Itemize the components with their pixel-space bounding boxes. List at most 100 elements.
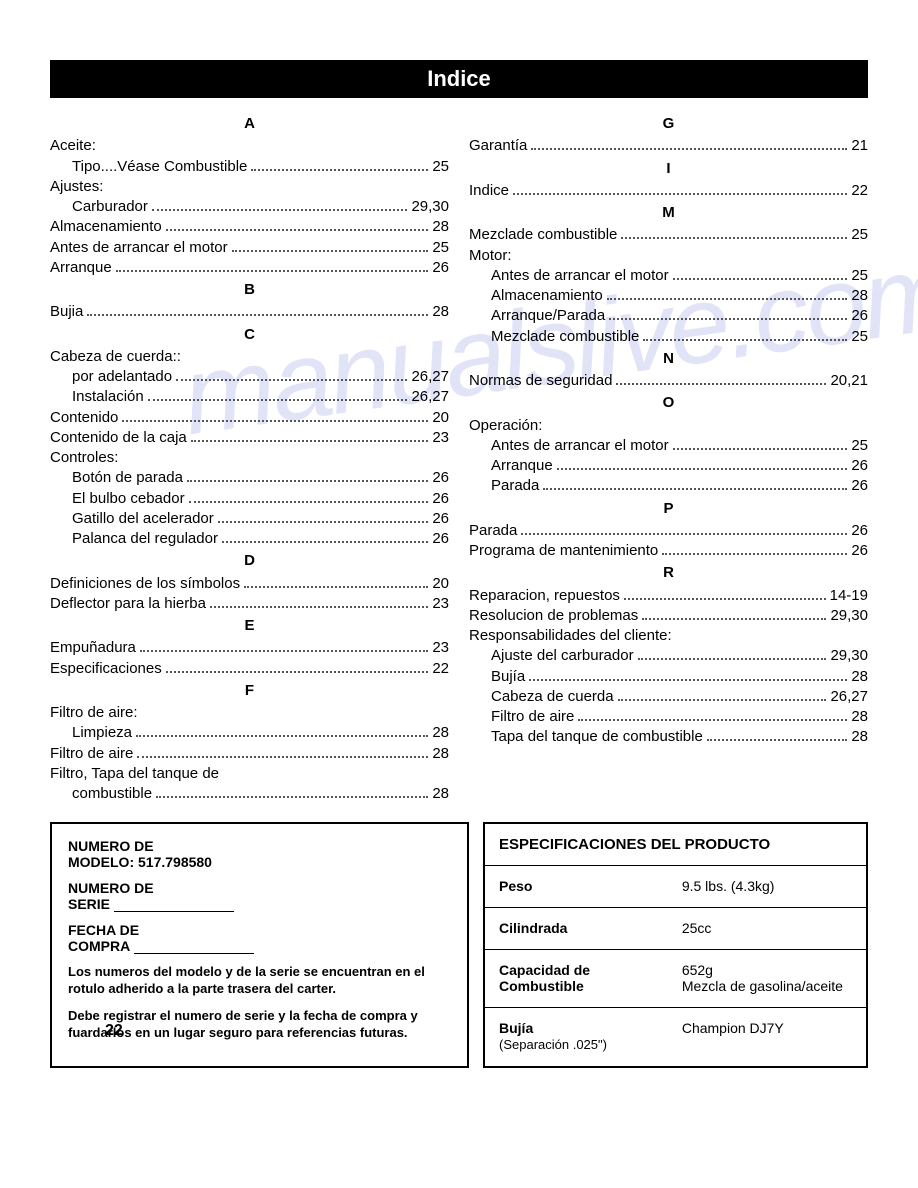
index-leader-dots: [148, 388, 408, 402]
index-leader-dots: [116, 258, 429, 272]
index-entry: Antes de arrancar el motor 25: [469, 436, 868, 456]
index-group-heading: Ajustes:: [50, 177, 449, 197]
index-group-heading: Responsabilidades del cliente:: [469, 626, 868, 646]
index-entry-label: por adelantado: [72, 367, 172, 387]
index-letter-heading: P: [469, 499, 868, 519]
index-leader-dots: [191, 428, 429, 442]
index-letter-heading: G: [469, 114, 868, 134]
index-entry: Almacenamiento28: [469, 286, 868, 306]
index-entry: Deflector para la hierba23: [50, 594, 449, 614]
index-entry: Arranque26: [469, 456, 868, 476]
index-leader-dots: [616, 372, 826, 386]
index-entry-label: Almacenamiento: [491, 286, 603, 306]
index-group-heading: Cabeza de cuerda::: [50, 347, 449, 367]
index-entry-label: Mezclade combustible: [491, 327, 639, 347]
index-entry-label: Arranque/Parada: [491, 306, 605, 326]
index-entry: por adelantado26,27: [50, 367, 449, 387]
index-entry: Normas de seguridad20,21: [469, 371, 868, 391]
index-leader-dots: [578, 708, 847, 722]
model-label-1: NUMERO DE: [68, 838, 154, 854]
index-leader-dots: [662, 542, 847, 556]
index-entry: Cabeza de cuerda 26,27: [469, 687, 868, 707]
index-entry: Antes de arrancar el motor 25: [50, 238, 449, 258]
index-entry-page: 26,27: [411, 387, 449, 407]
index-leader-dots: [624, 586, 826, 600]
index-entry: Resolucion de problemas29,30: [469, 606, 868, 626]
index-entry-page: 25: [851, 436, 868, 456]
index-leader-dots: [531, 137, 847, 151]
index-leader-dots: [232, 238, 429, 252]
index-entry-label: Indice: [469, 181, 509, 201]
index-entry-label: Antes de arrancar el motor: [491, 436, 669, 456]
serial-label-2: SERIE: [68, 896, 110, 912]
index-leader-dots: [137, 744, 428, 758]
index-leader-dots: [166, 659, 429, 673]
index-entry-page: 22: [432, 659, 449, 679]
index-entry: Definiciones de los símbolos20: [50, 574, 449, 594]
index-entry: Garantía21: [469, 136, 868, 156]
index-entry-label: Parada: [491, 476, 539, 496]
index-entry-label: Tapa del tanque de combustible: [491, 727, 703, 747]
serial-label-1: NUMERO DE: [68, 880, 154, 896]
spec-row-label: Peso: [484, 866, 668, 908]
index-letter-heading: F: [50, 681, 449, 701]
index-entry: Programa de mantenimiento26: [469, 541, 868, 561]
index-entry-page: 26: [851, 521, 868, 541]
index-entry-page: 26: [432, 468, 449, 488]
index-letter-heading: C: [50, 325, 449, 345]
index-leader-dots: [521, 521, 847, 535]
index-entry-page: 26: [432, 489, 449, 509]
index-entry-label: Bujía: [491, 667, 525, 687]
index-entry-page: 29,30: [411, 197, 449, 217]
index-leader-dots: [222, 530, 428, 544]
index-group-heading: Motor:: [469, 246, 868, 266]
index-leader-dots: [529, 667, 847, 681]
serial-fill-line: [114, 898, 234, 912]
spec-row-value: 9.5 lbs. (4.3kg): [668, 866, 867, 908]
spec-row: Bujía(Separación .025")Champion DJ7Y: [484, 1008, 867, 1067]
index-entry-label: Resolucion de problemas: [469, 606, 638, 626]
index-entry-label: Arranque: [50, 258, 112, 278]
index-entry-page: 29,30: [830, 646, 868, 666]
index-leader-dots: [156, 785, 428, 799]
index-entry-label: Filtro de aire: [50, 744, 133, 764]
index-entry-page: 26,27: [830, 687, 868, 707]
index-entry-label: Antes de arrancar el motor: [50, 238, 228, 258]
index-leader-dots: [513, 181, 847, 195]
index-letter-heading: O: [469, 393, 868, 413]
date-fill-line: [134, 940, 254, 954]
index-entry-label: Gatillo del acelerador: [72, 509, 214, 529]
index-letter-heading: E: [50, 616, 449, 636]
index-entry-label: Limpieza: [72, 723, 132, 743]
index-leader-dots: [673, 436, 848, 450]
index-entry: El bulbo cebador26: [50, 489, 449, 509]
index-leader-dots: [210, 594, 428, 608]
index-entry-page: 20: [432, 408, 449, 428]
index-entry-page: 28: [432, 723, 449, 743]
index-leader-dots: [122, 408, 428, 422]
index-entry-label: Antes de arrancar el motor: [491, 266, 669, 286]
index-leader-dots: [621, 226, 847, 240]
index-entry-label: Contenido: [50, 408, 118, 428]
index-entry-page: 25: [432, 238, 449, 258]
index-entry: Arranque26: [50, 258, 449, 278]
index-leader-dots: [87, 303, 428, 317]
index-entry-label: Empuñadura: [50, 638, 136, 658]
index-entry-page: 28: [432, 302, 449, 322]
spec-row-label: Capacidad de Combustible: [484, 950, 668, 1008]
index-entry-page: 14-19: [830, 586, 868, 606]
index-entry-page: 28: [851, 667, 868, 687]
index-entry-page: 26: [851, 456, 868, 476]
index-entry: Mezclade combustible 25: [469, 327, 868, 347]
date-label-1: FECHA DE: [68, 922, 139, 938]
spec-table-heading: ESPECIFICACIONES DEL PRODUCTO: [484, 823, 867, 866]
index-entry: Botón de parada26: [50, 468, 449, 488]
index-entry-label: Carburador: [72, 197, 148, 217]
index-entry-page: 28: [432, 784, 449, 804]
index-column-left: AAceite:Tipo....Véase Combustible25Ajust…: [50, 112, 449, 804]
index-entry: Parada26: [469, 521, 868, 541]
index-entry-label: Cabeza de cuerda: [491, 687, 614, 707]
index-entry-page: 25: [851, 327, 868, 347]
index-entry: Parada26: [469, 476, 868, 496]
index-entry-page: 26: [851, 541, 868, 561]
